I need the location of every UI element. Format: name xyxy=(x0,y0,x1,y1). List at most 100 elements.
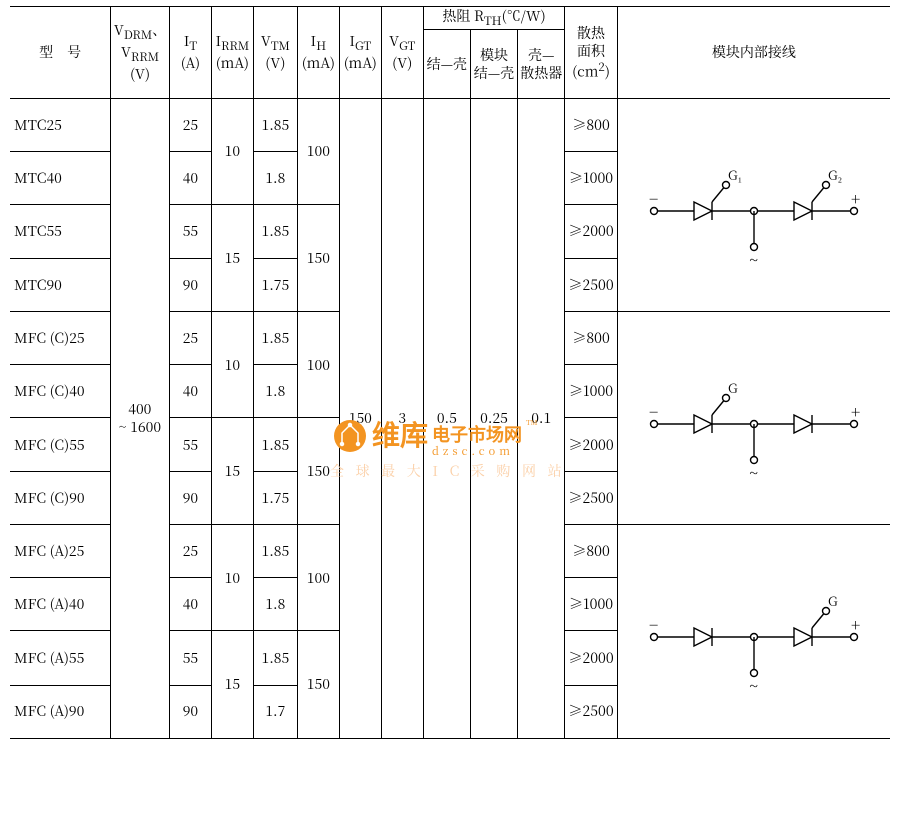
cell-it: 55 xyxy=(169,631,211,685)
col-ih: IH(mA) xyxy=(297,7,339,99)
cell-vtm: 1.85 xyxy=(253,204,297,258)
svg-text:G: G xyxy=(828,591,838,610)
cell-vtm: 1.75 xyxy=(253,472,297,525)
svg-text:G₁: G₁ xyxy=(728,165,742,184)
col-igt: IGT(mA) xyxy=(339,7,381,99)
svg-text:+: + xyxy=(851,400,860,423)
cell-model: MFC (A)90 xyxy=(10,685,111,738)
svg-text:+: + xyxy=(851,613,860,636)
circuit-mfca: ~ − + G xyxy=(629,525,879,733)
cell-irrm: 15 xyxy=(211,204,253,311)
cell-rth2: 0.25 xyxy=(470,98,517,738)
cell-it: 90 xyxy=(169,259,211,312)
circuit-mfcc: ~ − + G xyxy=(629,312,879,520)
cell-vtm: 1.85 xyxy=(253,418,297,472)
cell-diagram: ~ − + G₁ G₂ xyxy=(617,98,890,311)
cell-ih: 100 xyxy=(297,525,339,631)
cell-area: ≥1000 xyxy=(565,151,617,204)
cell-area: ≥800 xyxy=(565,98,617,151)
cell-ih: 150 xyxy=(297,631,339,738)
svg-text:~: ~ xyxy=(749,248,758,271)
cell-it: 25 xyxy=(169,525,211,578)
cell-model: MFC (C)55 xyxy=(10,418,111,472)
cell-it: 40 xyxy=(169,151,211,204)
cell-area: ≥2000 xyxy=(565,204,617,258)
svg-text:−: − xyxy=(649,400,658,423)
cell-ih: 100 xyxy=(297,98,339,204)
circuit-mtc: ~ − + G₁ G₂ xyxy=(629,99,879,307)
cell-ih: 100 xyxy=(297,312,339,418)
cell-model: MFC (A)55 xyxy=(10,631,111,685)
cell-irrm: 15 xyxy=(211,631,253,738)
cell-area: ≥2500 xyxy=(565,259,617,312)
cell-vdrm: 400~ 1600 xyxy=(111,98,170,738)
svg-text:~: ~ xyxy=(749,461,758,484)
col-diagram: 模块内部接线 xyxy=(617,7,890,99)
cell-vtm: 1.85 xyxy=(253,312,297,365)
svg-text:G₂: G₂ xyxy=(828,165,842,184)
spec-table: 型 号VDRM、VRRM(V)IT(A)IRRM(mA)VTM(V)IH(mA)… xyxy=(10,6,890,739)
cell-rth3: 0.1 xyxy=(518,98,565,738)
cell-it: 40 xyxy=(169,365,211,418)
cell-area: ≥800 xyxy=(565,525,617,578)
cell-area: ≥2000 xyxy=(565,631,617,685)
cell-irrm: 10 xyxy=(211,312,253,418)
cell-area: ≥2000 xyxy=(565,418,617,472)
cell-model: MTC40 xyxy=(10,151,111,204)
col-vtm: VTM(V) xyxy=(253,7,297,99)
cell-vtm: 1.85 xyxy=(253,98,297,151)
cell-model: MTC90 xyxy=(10,259,111,312)
cell-model: MFC (A)40 xyxy=(10,578,111,631)
cell-it: 55 xyxy=(169,418,211,472)
cell-irrm: 10 xyxy=(211,98,253,204)
cell-it: 90 xyxy=(169,472,211,525)
col-it: IT(A) xyxy=(169,7,211,99)
cell-model: MFC (C)25 xyxy=(10,312,111,365)
col-area: 散热面积(cm2) xyxy=(565,7,617,99)
svg-text:~: ~ xyxy=(749,674,758,697)
cell-vtm: 1.85 xyxy=(253,525,297,578)
svg-text:+: + xyxy=(851,187,860,210)
cell-it: 55 xyxy=(169,204,211,258)
cell-ih: 150 xyxy=(297,418,339,525)
col-rth-jc: 结—壳 xyxy=(423,29,470,98)
cell-area: ≥1000 xyxy=(565,365,617,418)
cell-irrm: 10 xyxy=(211,525,253,631)
cell-area: ≥800 xyxy=(565,312,617,365)
col-rth-mjc: 模块结—壳 xyxy=(470,29,517,98)
svg-text:G: G xyxy=(728,378,738,397)
cell-irrm: 15 xyxy=(211,418,253,525)
col-vdrm: VDRM、VRRM(V) xyxy=(111,7,170,99)
cell-vtm: 1.8 xyxy=(253,365,297,418)
col-irrm: IRRM(mA) xyxy=(211,7,253,99)
cell-vtm: 1.7 xyxy=(253,685,297,738)
col-model: 型 号 xyxy=(10,7,111,99)
cell-model: MFC (A)25 xyxy=(10,525,111,578)
cell-it: 90 xyxy=(169,685,211,738)
cell-model: MFC (C)90 xyxy=(10,472,111,525)
cell-vgt: 3 xyxy=(381,98,423,738)
cell-area: ≥2500 xyxy=(565,472,617,525)
cell-it: 25 xyxy=(169,312,211,365)
col-rth-group: 热阻 RTH(℃/W) xyxy=(423,7,565,30)
cell-vtm: 1.8 xyxy=(253,151,297,204)
cell-model: MFC (C)40 xyxy=(10,365,111,418)
svg-text:−: − xyxy=(649,613,658,636)
col-rth-cs: 壳—散热器 xyxy=(518,29,565,98)
cell-ih: 150 xyxy=(297,204,339,311)
cell-diagram: ~ − + G xyxy=(617,525,890,738)
cell-diagram: ~ − + G xyxy=(617,312,890,525)
cell-it: 25 xyxy=(169,98,211,151)
cell-igt: 150 xyxy=(339,98,381,738)
cell-it: 40 xyxy=(169,578,211,631)
cell-vtm: 1.8 xyxy=(253,578,297,631)
svg-text:−: − xyxy=(649,187,658,210)
cell-vtm: 1.85 xyxy=(253,631,297,685)
cell-model: MTC25 xyxy=(10,98,111,151)
cell-model: MTC55 xyxy=(10,204,111,258)
col-vgt: VGT(V) xyxy=(381,7,423,99)
cell-rth1: 0.5 xyxy=(423,98,470,738)
cell-vtm: 1.75 xyxy=(253,259,297,312)
cell-area: ≥2500 xyxy=(565,685,617,738)
cell-area: ≥1000 xyxy=(565,578,617,631)
